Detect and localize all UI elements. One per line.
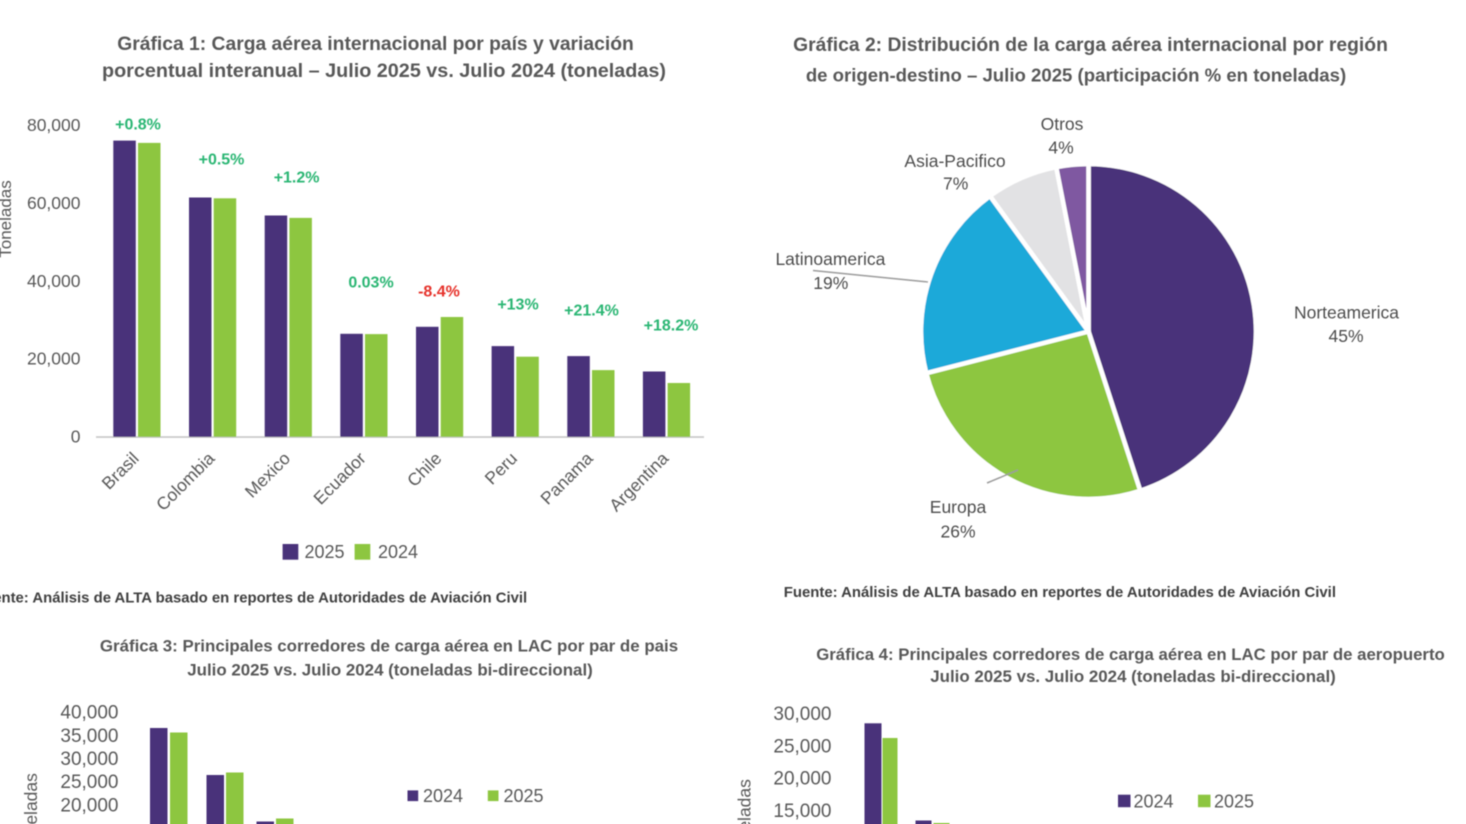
svg-text:Julio 2025 vs. Julio 2024 (ton: Julio 2025 vs. Julio 2024 (toneladas bi-…: [187, 661, 593, 680]
svg-text:+0.5%: +0.5%: [199, 151, 245, 168]
svg-text:35,000: 35,000: [60, 726, 118, 747]
svg-text:19%: 19%: [813, 273, 848, 293]
svg-text:26%: 26%: [940, 522, 975, 542]
svg-text:Gráfica 3: Principales corredo: Gráfica 3: Principales corredores de car…: [100, 637, 678, 656]
svg-text:0.03%: 0.03%: [348, 274, 393, 291]
svg-text:40,000: 40,000: [60, 703, 118, 724]
svg-text:Norteamerica: Norteamerica: [1294, 303, 1399, 323]
svg-text:2024: 2024: [1134, 791, 1174, 811]
svg-text:2024: 2024: [378, 542, 418, 562]
svg-text:7%: 7%: [943, 174, 968, 194]
svg-text:-8.4%: -8.4%: [418, 283, 460, 300]
svg-text:porcentual interanual – Julio: porcentual interanual – Julio 2025 vs. J…: [102, 60, 666, 82]
svg-text:Fuente: Análisis de ALTA basad: Fuente: Análisis de ALTA basado en repor…: [0, 591, 527, 607]
svg-text:80,000: 80,000: [27, 115, 81, 135]
svg-text:25,000: 25,000: [60, 772, 118, 793]
svg-text:Europa: Europa: [930, 497, 987, 517]
svg-text:40,000: 40,000: [27, 271, 81, 291]
svg-text:20,000: 20,000: [773, 769, 831, 790]
svg-text:+18.2%: +18.2%: [644, 317, 699, 334]
svg-text:2025: 2025: [504, 786, 544, 806]
svg-text:Latinoamerica: Latinoamerica: [775, 249, 885, 269]
svg-text:Julio 2025 vs. Julio 2024 (ton: Julio 2025 vs. Julio 2024 (toneladas bi-…: [930, 667, 1336, 686]
svg-text:Gráfica 1: Carga aérea interna: Gráfica 1: Carga aérea internacional por…: [117, 34, 634, 55]
svg-text:2025: 2025: [1214, 791, 1254, 811]
svg-text:0: 0: [71, 427, 81, 447]
svg-text:4%: 4%: [1048, 138, 1073, 158]
svg-text:Toneladas: Toneladas: [0, 180, 15, 258]
svg-text:30,000: 30,000: [60, 749, 118, 770]
svg-text:45%: 45%: [1328, 326, 1363, 346]
svg-text:30,000: 30,000: [773, 704, 831, 725]
svg-text:15,000: 15,000: [773, 801, 831, 822]
svg-text:Gráfica 2: Distribución de la: Gráfica 2: Distribución de la carga aére…: [793, 35, 1388, 56]
svg-text:+21.4%: +21.4%: [564, 302, 619, 319]
svg-text:60,000: 60,000: [27, 193, 81, 213]
svg-text:Gráfica 4: Principales corredo: Gráfica 4: Principales corredores de car…: [816, 645, 1445, 664]
svg-text:Toneladas: Toneladas: [735, 779, 755, 824]
svg-text:2025: 2025: [305, 542, 345, 562]
svg-text:2024: 2024: [423, 786, 463, 806]
svg-text:+1.2%: +1.2%: [274, 169, 320, 186]
svg-text:Toneladas: Toneladas: [21, 773, 41, 824]
svg-text:20,000: 20,000: [27, 349, 81, 369]
svg-text:+0.8%: +0.8%: [115, 116, 161, 133]
svg-text:de origen-destino – Julio 2025: de origen-destino – Julio 2025 (particip…: [806, 64, 1346, 85]
svg-text:25,000: 25,000: [773, 736, 831, 757]
svg-text:+13%: +13%: [497, 296, 538, 313]
svg-text:Fuente: Análisis de ALTA basad: Fuente: Análisis de ALTA basado en repor…: [784, 585, 1336, 601]
svg-text:Otros: Otros: [1041, 114, 1084, 134]
svg-text:Asia-Pacifico: Asia-Pacifico: [904, 151, 1005, 171]
svg-text:20,000: 20,000: [60, 796, 118, 817]
